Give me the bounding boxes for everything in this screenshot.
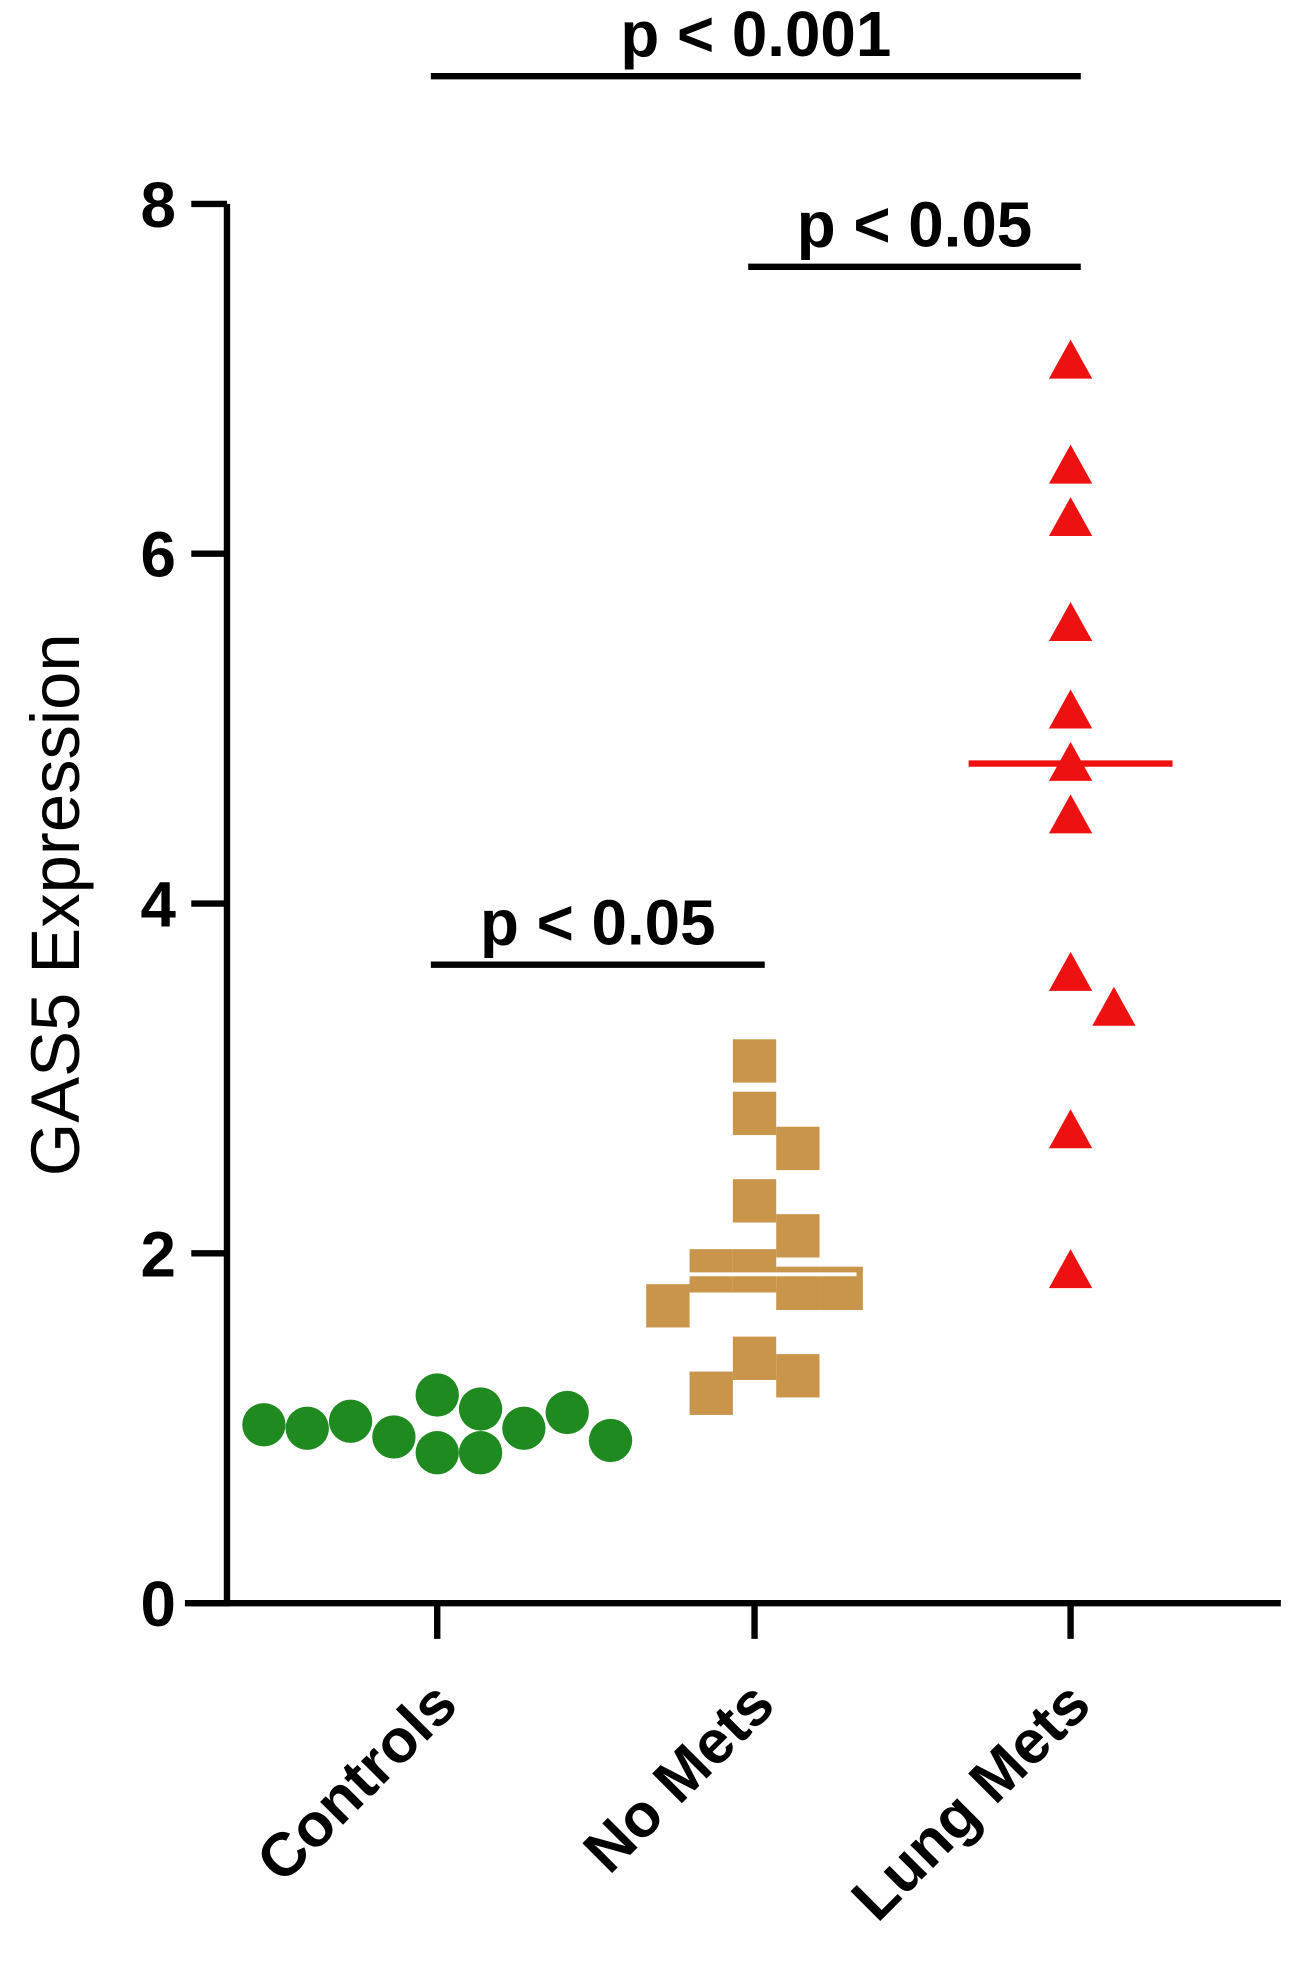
point (689, 1371, 733, 1415)
point (415, 1431, 459, 1475)
point (1048, 602, 1093, 642)
point (1048, 689, 1093, 729)
x-tick-label: Lung Mets (838, 1669, 1102, 1933)
point (732, 1249, 777, 1293)
point (328, 1399, 373, 1443)
x-tick-label: No Mets (570, 1669, 786, 1885)
y-tick-label: 2 (141, 1218, 176, 1290)
point (732, 1039, 777, 1083)
point (732, 1336, 777, 1380)
y-axis-label: GAS5 Expression (17, 633, 94, 1176)
y-tick-label: 6 (141, 519, 176, 591)
point (285, 1406, 329, 1450)
point (372, 1415, 416, 1459)
point (1048, 497, 1093, 537)
point (242, 1403, 286, 1447)
point (415, 1373, 459, 1417)
point (502, 1406, 546, 1450)
point (1048, 1109, 1093, 1149)
point (732, 1091, 777, 1136)
point (689, 1249, 733, 1293)
point (776, 1214, 820, 1258)
point (646, 1284, 690, 1328)
point (458, 1387, 503, 1431)
point (776, 1126, 820, 1171)
significance-label: p < 0.05 (797, 188, 1033, 260)
point (1092, 986, 1136, 1026)
point (732, 1179, 777, 1223)
point (588, 1418, 633, 1463)
point (1048, 951, 1093, 991)
y-tick-label: 4 (141, 868, 177, 940)
point (545, 1390, 589, 1435)
x-tick-label: Controls (244, 1669, 470, 1895)
point (1048, 444, 1093, 484)
point (458, 1431, 503, 1475)
y-tick-label: 8 (141, 169, 176, 241)
significance-label: p < 0.001 (620, 0, 891, 70)
point (776, 1354, 820, 1398)
y-tick-label: 0 (141, 1568, 176, 1640)
point (1048, 1249, 1093, 1289)
point (1048, 339, 1093, 379)
significance-label: p < 0.05 (480, 886, 716, 958)
point (1048, 794, 1093, 834)
